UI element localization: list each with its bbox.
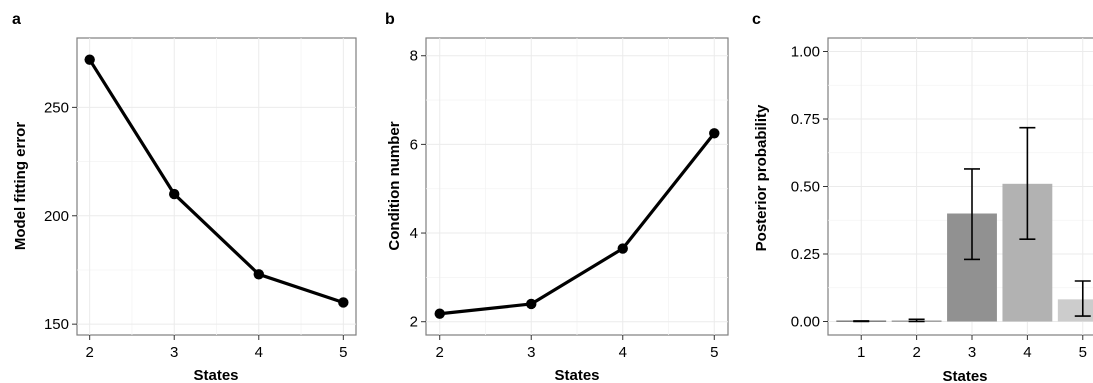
x-axis-title-a: States — [193, 367, 238, 383]
error-bar-5 — [1074, 280, 1091, 317]
x-tick-label-b: 4 — [619, 344, 627, 361]
x-tick-label-c: 3 — [968, 344, 976, 361]
y-tick-label-c: 0.75 — [791, 111, 820, 128]
ticks-b: 2 3 4 5 2 4 6 8 — [410, 48, 719, 361]
series-line-a — [88, 58, 344, 304]
series-a — [84, 54, 349, 308]
x-axis-title-b: States — [554, 367, 599, 383]
panel-b: b 2 3 4 5 2 4 6 8 States Condition number — [385, 11, 729, 383]
x-tick-label-b: 5 — [710, 344, 718, 361]
y-axis-title-b: Condition number — [386, 121, 403, 250]
x-tick-label-c: 1 — [857, 344, 865, 361]
y-axis-title-a: Model fitting error — [12, 122, 29, 250]
y-tick-label-a: 250 — [44, 99, 69, 116]
data-point-b — [617, 243, 628, 254]
panel-a: a 2 3 4 5 150 200 250 States Model fitting err… — [12, 11, 357, 383]
ticks-c: 0.00 0.25 0.50 0.75 1.00 1 2 3 4 5 — [791, 44, 1087, 362]
panel-letter-a: a — [12, 11, 21, 28]
x-tick-label-a: 3 — [170, 344, 178, 361]
x-tick-label-a: 5 — [339, 344, 347, 361]
x-tick-label-c: 5 — [1079, 344, 1087, 361]
y-tick-label-c: 0.00 — [791, 314, 820, 331]
y-axis-title-c: Posterior probability — [753, 104, 770, 251]
panel-letter-c: c — [752, 11, 761, 28]
y-tick-label-b: 4 — [410, 225, 418, 242]
data-point-a — [169, 188, 180, 200]
y-tick-label-c: 0.50 — [791, 179, 820, 196]
y-tick-label-c: 0.25 — [791, 246, 820, 263]
bar-5 — [1057, 299, 1093, 322]
data-point-b — [709, 128, 720, 139]
grid-a — [77, 38, 356, 335]
x-tick-label-b: 3 — [527, 344, 535, 361]
y-tick-label-b: 8 — [410, 48, 418, 65]
data-point-a — [338, 297, 349, 308]
bars-c — [836, 126, 1093, 323]
ticks-a: 2 3 4 5 150 200 250 — [44, 99, 348, 361]
x-tick-label-c: 2 — [912, 344, 920, 361]
x-axis-title-c: States — [942, 368, 987, 383]
y-tick-label-b: 2 — [410, 314, 418, 331]
data-point-a — [84, 54, 95, 65]
data-point-b — [434, 308, 445, 319]
error-bar-1 — [853, 320, 870, 323]
grid-b — [426, 38, 728, 335]
data-point-a — [253, 269, 264, 280]
error-bar-3 — [964, 168, 980, 261]
x-tick-label-b: 2 — [436, 344, 444, 361]
series-line-b — [439, 132, 716, 316]
y-tick-label-a: 150 — [44, 316, 69, 333]
x-tick-label-c: 4 — [1023, 344, 1031, 361]
x-tick-label-a: 4 — [255, 344, 263, 361]
y-tick-label-c: 1.00 — [791, 44, 820, 61]
y-tick-label-b: 6 — [410, 136, 418, 153]
series-b — [434, 128, 720, 319]
error-bar-2 — [908, 318, 925, 323]
x-tick-label-a: 2 — [86, 344, 94, 361]
error-bar-4 — [1019, 126, 1036, 240]
panel-letter-b: b — [385, 11, 395, 28]
y-tick-label-a: 200 — [44, 208, 69, 225]
panel-c: c 0.00 0.25 0.50 0.75 1.00 1 2 3 4 5 States Poste… — [752, 11, 1093, 383]
data-point-b — [526, 298, 537, 310]
